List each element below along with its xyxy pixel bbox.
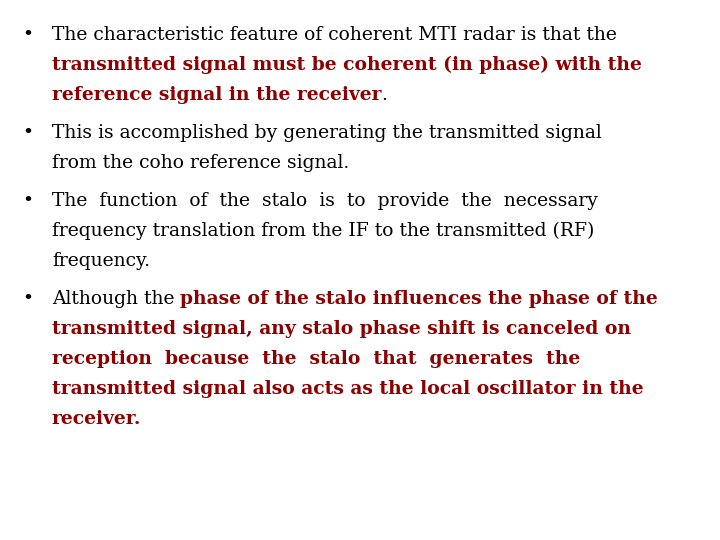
Text: The  function  of  the  stalo  is  to  provide  the  necessary: The function of the stalo is to provide … [52,192,598,210]
Text: •: • [22,290,33,308]
Text: reception  because  the  stalo  that  generates  the: reception because the stalo that generat… [52,350,580,368]
Text: frequency.: frequency. [52,252,150,270]
Text: receiver.: receiver. [52,410,141,428]
Text: •: • [22,26,33,44]
Text: •: • [22,124,33,141]
Text: transmitted signal, any stalo phase shift is canceled on: transmitted signal, any stalo phase shif… [52,320,631,338]
Text: .: . [382,86,387,104]
Text: transmitted signal also acts as the local oscillator in the: transmitted signal also acts as the loca… [52,380,644,398]
Text: transmitted signal must be coherent (in phase) with the: transmitted signal must be coherent (in … [52,56,642,74]
Text: •: • [22,192,33,210]
Text: reference signal in the receiver: reference signal in the receiver [52,86,382,104]
Text: from the coho reference signal.: from the coho reference signal. [52,154,349,172]
Text: This is accomplished by generating the transmitted signal: This is accomplished by generating the t… [52,124,602,141]
Text: The characteristic feature of coherent MTI radar is that the: The characteristic feature of coherent M… [52,26,617,44]
Text: frequency translation from the IF to the transmitted (RF): frequency translation from the IF to the… [52,221,595,240]
Text: Although the: Although the [52,290,181,308]
Text: phase of the stalo influences the phase of the: phase of the stalo influences the phase … [181,290,658,308]
